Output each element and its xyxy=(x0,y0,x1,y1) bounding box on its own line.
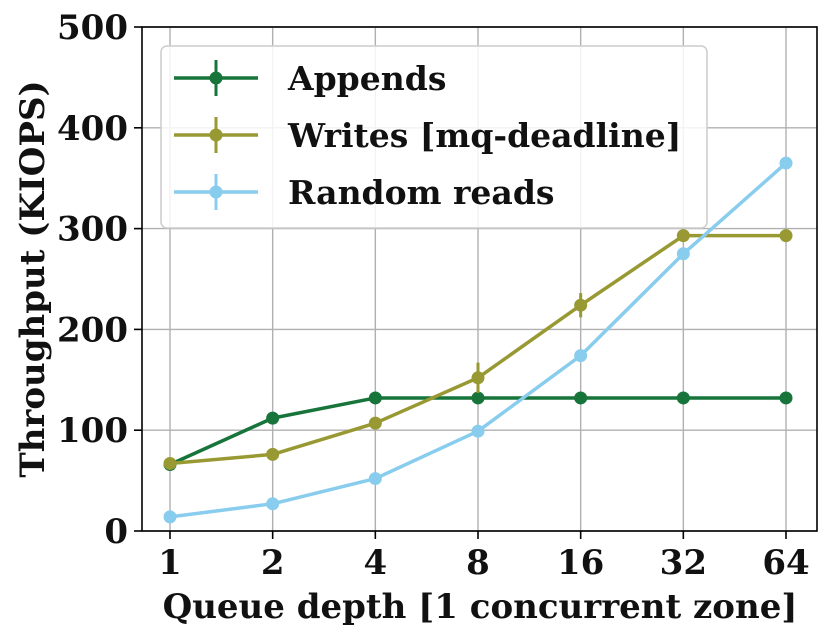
legend-marker xyxy=(209,185,223,199)
plot-frame xyxy=(141,26,818,532)
y-tick-label: 300 xyxy=(57,210,128,250)
data-point xyxy=(368,391,382,405)
legend-label: Appends xyxy=(287,59,446,98)
y-tick-label: 500 xyxy=(57,8,128,48)
x-tick-label: 8 xyxy=(466,543,490,583)
data-point xyxy=(266,447,280,461)
legend-item: Appends xyxy=(174,59,446,98)
y-tick-label: 0 xyxy=(104,512,128,552)
data-point xyxy=(368,416,382,430)
x-tick-label: 32 xyxy=(660,543,707,583)
legend: Appends Writes [mq-deadline] Random reads xyxy=(160,45,708,229)
data-point xyxy=(779,391,793,405)
y-tick-label: 100 xyxy=(57,411,128,451)
data-point xyxy=(676,247,690,261)
y-axis-label: Throughput (KIOPS) xyxy=(13,80,53,477)
data-point xyxy=(163,510,177,524)
data-point xyxy=(266,411,280,425)
legend-marker xyxy=(209,71,223,85)
x-tick-label: 1 xyxy=(158,543,182,583)
legend-item: Random reads xyxy=(174,173,554,212)
x-tick-label: 2 xyxy=(261,543,285,583)
legend-marker xyxy=(209,128,223,142)
series-1 xyxy=(163,229,793,470)
data-point xyxy=(471,371,485,385)
x-tick-label: 4 xyxy=(363,543,387,583)
x-axis-label: Queue depth [1 concurrent zone] xyxy=(163,587,798,627)
legend-item: Writes [mq-deadline] xyxy=(174,116,681,155)
data-point xyxy=(574,298,588,312)
series-2 xyxy=(163,156,793,524)
data-point xyxy=(163,456,177,470)
y-tick-label: 200 xyxy=(57,310,128,350)
legend-label: Random reads xyxy=(288,173,554,212)
x-tick-label: 64 xyxy=(762,543,809,583)
x-tick-label: 16 xyxy=(557,543,604,583)
data-point xyxy=(266,497,280,511)
data-point xyxy=(471,391,485,405)
data-point xyxy=(779,156,793,170)
y-tick-label: 400 xyxy=(57,109,128,149)
legend-label: Writes [mq-deadline] xyxy=(287,116,681,155)
data-point xyxy=(574,349,588,363)
data-point xyxy=(779,229,793,243)
legend-box xyxy=(160,45,708,229)
data-point xyxy=(574,391,588,405)
data-point xyxy=(676,391,690,405)
data-point xyxy=(368,472,382,486)
data-point xyxy=(676,229,690,243)
axis-ticks: 1 2 4 8 16 32 64 0 100 200 300 400 500 xyxy=(57,8,810,583)
data-point xyxy=(471,424,485,438)
series-layer xyxy=(163,156,793,524)
